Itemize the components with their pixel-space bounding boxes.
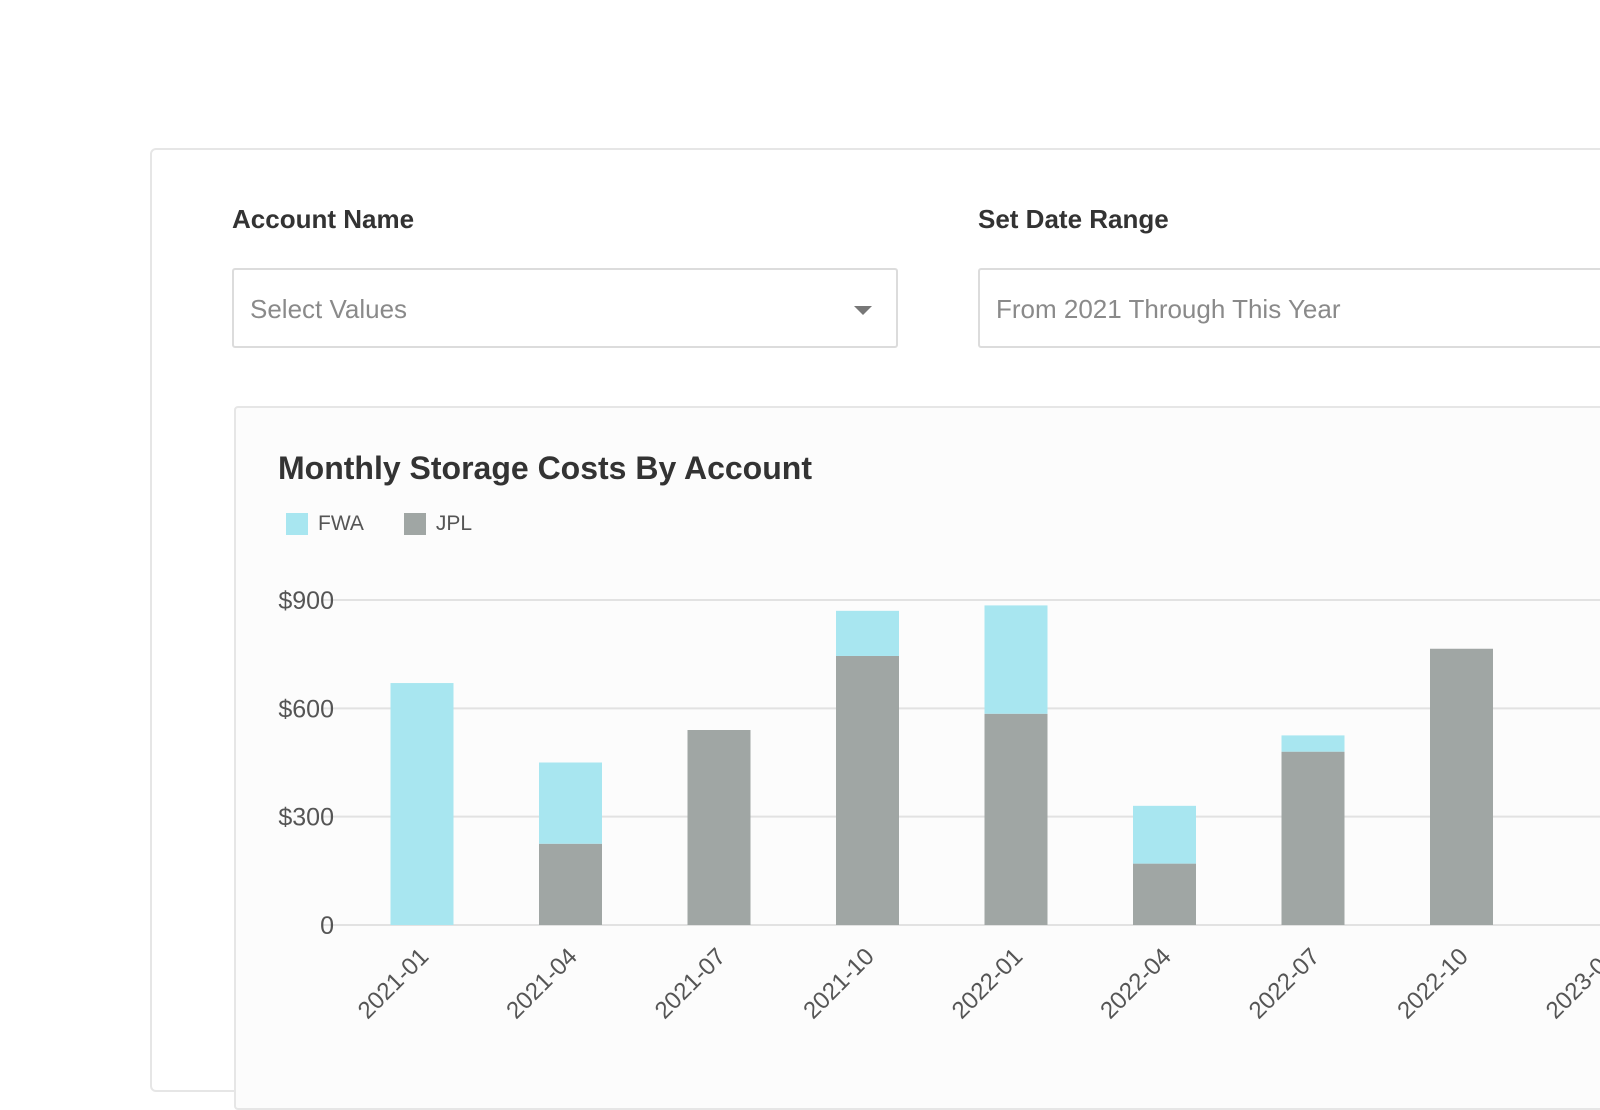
y-tick-label: $900 [278, 587, 334, 615]
date-range-value: From 2021 Through This Year [996, 294, 1341, 324]
x-tick-label: 2022-07 [1244, 943, 1325, 1024]
bar-fwa-2021-10[interactable] [836, 610, 899, 656]
x-tick-label: 2021-04 [501, 943, 582, 1024]
x-tick-label: 2022-10 [1392, 943, 1473, 1024]
y-tick-label: $600 [278, 695, 334, 723]
legend-label-fwa: FWA [318, 512, 364, 535]
bar-fwa-2021-04[interactable] [539, 762, 602, 844]
x-tick-label: 2022-01 [947, 943, 1028, 1024]
bar-jpl-2022-01[interactable] [984, 713, 1048, 925]
bar-jpl-2021-07[interactable] [687, 730, 751, 925]
bar-jpl-2022-04[interactable] [1133, 863, 1196, 925]
y-tick-label: $300 [278, 804, 334, 832]
legend-swatch-fwa [286, 513, 308, 535]
chart-title: Monthly Storage Costs By Account [278, 450, 812, 486]
bar-jpl-2022-10[interactable] [1430, 648, 1493, 925]
chevron-down-icon[interactable] [854, 306, 872, 315]
x-tick-label: 2021-07 [650, 943, 731, 1024]
x-tick-label: 2021-10 [798, 943, 879, 1024]
account-name-select[interactable]: Select Values [232, 268, 898, 348]
bar-fwa-2022-04[interactable] [1133, 805, 1196, 864]
bar-fwa-2022-01[interactable] [984, 605, 1048, 714]
date-range-input[interactable]: From 2021 Through This Year [978, 268, 1600, 348]
date-range-label: Set Date Range [978, 204, 1169, 234]
x-tick-label: 2023-01 [1541, 943, 1600, 1024]
bar-jpl-2021-10[interactable] [836, 655, 899, 925]
bar-chart: 0 $300 $600 $900 2021-01 2021-04 2021-07 2021-1… [278, 587, 1600, 1024]
account-name-label: Account Name [232, 204, 415, 234]
bar-jpl-2021-04[interactable] [539, 843, 602, 925]
bar-fwa-2021-01[interactable] [390, 683, 454, 925]
x-tick-label: 2021-01 [353, 943, 434, 1024]
bar-jpl-2022-07[interactable] [1281, 751, 1345, 925]
legend-item-fwa[interactable]: FWA [286, 512, 364, 536]
legend-swatch-jpl [403, 513, 426, 535]
chart-legend: FWA JPL [286, 512, 512, 536]
legend-item-jpl[interactable]: JPL [403, 512, 473, 536]
y-tick-label: 0 [320, 912, 334, 940]
bar-fwa-2022-07[interactable] [1281, 735, 1345, 752]
x-tick-label: 2022-04 [1095, 943, 1176, 1024]
legend-label-jpl: JPL [435, 512, 473, 535]
account-name-placeholder: Select Values [250, 294, 408, 324]
chart-card [234, 406, 1600, 1110]
